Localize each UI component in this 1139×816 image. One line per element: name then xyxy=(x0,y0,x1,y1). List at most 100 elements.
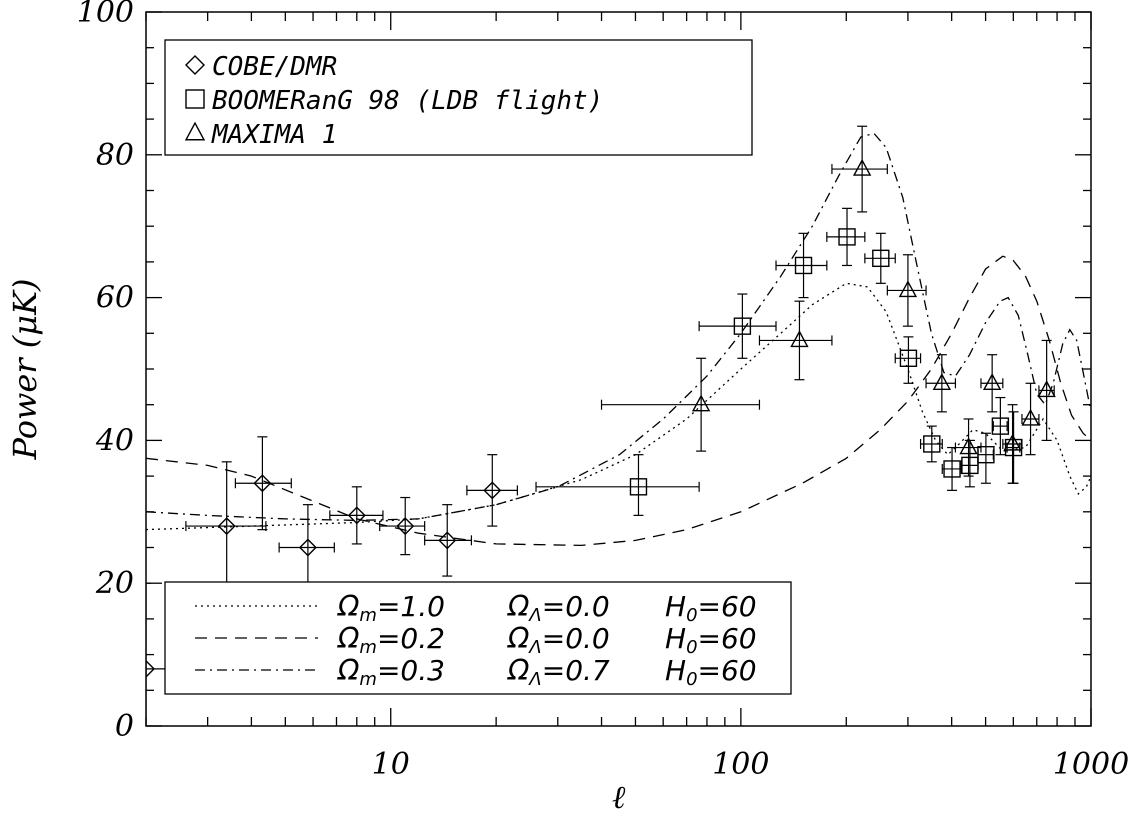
square-marker xyxy=(872,249,890,268)
y-tick-label: 20 xyxy=(95,566,134,601)
axes: 0 20 40 60 80 100 10 100 1000 ℓ Power (μK) xyxy=(6,0,1129,816)
omega-lambda-label: ΩΛ=0.0 xyxy=(507,622,610,658)
data-point-triangle xyxy=(886,254,927,327)
h0-value: =60 xyxy=(698,654,757,687)
y-tick-label: 100 xyxy=(77,0,134,30)
diamond-marker xyxy=(438,531,457,550)
omega-lambda-value: =0.7 xyxy=(542,654,610,687)
omega-symbol: Ω xyxy=(337,622,360,655)
diamond-marker xyxy=(347,506,366,525)
x-axis-title: ℓ xyxy=(612,778,626,816)
h-symbol: H xyxy=(665,590,686,623)
y-axis-title: Power (μK) xyxy=(6,279,44,461)
omega-lambda-label: ΩΛ=0.7 xyxy=(507,654,610,690)
triangle-marker xyxy=(790,330,809,348)
data-point-diamond xyxy=(379,496,426,556)
triangle-marker xyxy=(898,280,918,298)
data-point-triangle xyxy=(831,125,888,213)
data-point-square xyxy=(894,336,922,384)
square-marker xyxy=(899,349,918,367)
triangle-marker xyxy=(852,158,872,176)
h-subscript: 0 xyxy=(686,669,697,690)
legend-label: MAXIMA 1 xyxy=(211,120,337,150)
legend-square-icon xyxy=(185,89,205,109)
square-marker xyxy=(943,460,961,478)
omega-m-label: Ωm=0.3 xyxy=(337,654,445,690)
legend-triangle-icon xyxy=(184,121,206,141)
y-tick-label: 80 xyxy=(96,138,134,173)
legend-label: COBE/DMR xyxy=(212,52,337,82)
lambda-subscript: Λ xyxy=(527,669,541,690)
h-symbol: H xyxy=(665,622,686,655)
omega-m-value: =0.2 xyxy=(377,622,445,655)
data-point-diamond xyxy=(234,436,292,531)
h0-label: H0=60 xyxy=(665,590,757,626)
h-symbol: H xyxy=(665,654,686,687)
data-point-triangle xyxy=(1037,339,1056,441)
omega-subscript: m xyxy=(359,637,377,658)
omega-symbol: Ω xyxy=(507,622,530,655)
lambda-subscript: Λ xyxy=(527,605,541,626)
model-legend-box xyxy=(164,581,792,695)
data-point-diamond xyxy=(278,504,335,591)
data-point-square xyxy=(826,207,866,267)
model-curve-dotted xyxy=(146,282,1091,531)
data-point-triangle xyxy=(758,300,833,381)
series-legend: COBE/DMR BOOMERanG 98 (LDB flight) MAXIMA … xyxy=(164,39,753,156)
data-point-square xyxy=(941,446,962,491)
data-point-diamond xyxy=(329,486,384,545)
triangle-marker xyxy=(932,373,952,390)
data-point-triangle xyxy=(954,418,982,477)
omega-symbol: Ω xyxy=(337,654,360,687)
plot-area xyxy=(146,125,1091,726)
data-point-triangle xyxy=(1021,382,1040,456)
data-point-triangle xyxy=(600,357,761,452)
data-point-triangle xyxy=(980,354,1004,413)
series-legend-box xyxy=(164,39,753,156)
triangle-marker xyxy=(1021,408,1040,426)
square-marker xyxy=(629,478,648,496)
x-tick-label: 100 xyxy=(712,747,769,782)
omega-m-value: =0.3 xyxy=(377,654,445,687)
lambda-subscript: Λ xyxy=(527,637,541,658)
square-marker xyxy=(794,256,813,275)
data-point-diamond xyxy=(466,454,518,527)
y-tick-label: 0 xyxy=(115,709,134,744)
omega-symbol: Ω xyxy=(507,590,530,623)
square-marker xyxy=(838,228,856,246)
y-tick-label: 60 xyxy=(96,281,134,316)
square-marker xyxy=(991,417,1010,435)
data-point-square xyxy=(977,432,995,484)
data-point-triangle xyxy=(1002,404,1023,484)
triangle-marker xyxy=(691,394,711,412)
omega-m-value: =1.0 xyxy=(377,590,445,623)
triangle-marker xyxy=(1037,380,1056,398)
x-tick-label: 1000 xyxy=(1053,747,1129,782)
omega-symbol: Ω xyxy=(507,654,530,687)
h0-label: H0=60 xyxy=(665,622,757,658)
omega-subscript: m xyxy=(359,669,377,690)
triangle-marker xyxy=(982,373,1002,390)
omega-symbol: Ω xyxy=(337,590,360,623)
diamond-marker xyxy=(253,474,272,493)
square-marker xyxy=(733,317,752,335)
data-point-triangle xyxy=(925,354,957,413)
diamond-marker xyxy=(396,517,415,536)
legend-diamond-icon xyxy=(185,55,205,75)
h0-value: =60 xyxy=(698,590,757,623)
square-marker xyxy=(923,435,941,453)
omega-m-label: Ωm=1.0 xyxy=(337,590,445,626)
omega-lambda-value: =0.0 xyxy=(542,590,610,623)
model-curve-dashed xyxy=(146,255,1091,547)
omega-lambda-value: =0.0 xyxy=(542,622,610,655)
triangle-marker xyxy=(959,437,978,455)
square-marker xyxy=(961,456,979,475)
data-point-diamond xyxy=(185,461,267,591)
data-point-diamond xyxy=(424,504,473,577)
x-tick-label: 10 xyxy=(372,747,410,782)
omega-lambda-label: ΩΛ=0.0 xyxy=(507,590,610,626)
h-subscript: 0 xyxy=(686,605,697,626)
omega-subscript: m xyxy=(359,605,377,626)
